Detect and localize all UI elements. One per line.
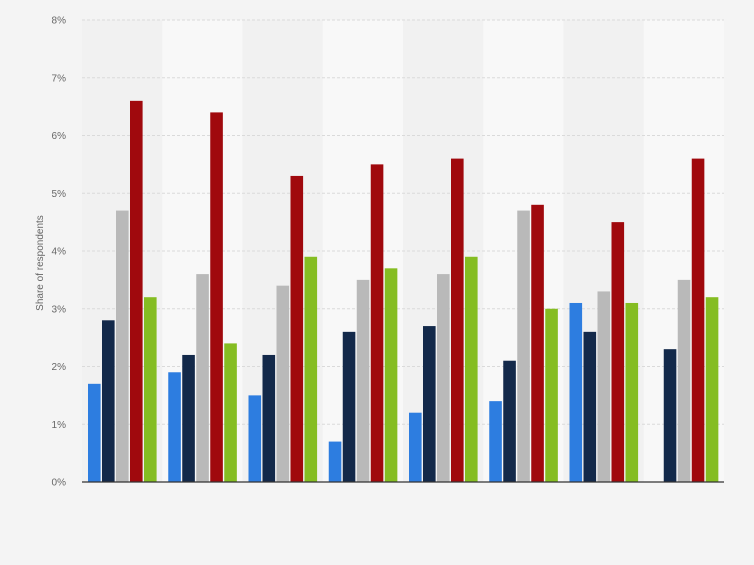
bar[interactable] (144, 297, 157, 482)
bar[interactable] (489, 401, 502, 482)
bar[interactable] (290, 175, 304, 483)
bar[interactable] (88, 383, 101, 482)
bar[interactable] (248, 395, 262, 482)
y-tick-label: 0% (52, 478, 67, 489)
bar[interactable] (168, 372, 181, 482)
y-tick-label: 6% (52, 131, 67, 142)
bar[interactable] (384, 268, 398, 482)
bar[interactable] (224, 343, 237, 482)
bar[interactable] (356, 279, 370, 482)
bar[interactable] (304, 256, 318, 482)
bar[interactable] (663, 349, 677, 482)
bar[interactable] (116, 210, 129, 482)
y-tick-label: 8% (52, 16, 67, 27)
bar[interactable] (677, 279, 691, 482)
y-tick-label: 7% (52, 73, 67, 84)
bar[interactable] (276, 285, 290, 482)
bar[interactable] (597, 291, 611, 482)
y-tick-label: 4% (52, 247, 67, 258)
bar[interactable] (342, 331, 356, 482)
bar[interactable] (569, 302, 583, 482)
bar[interactable] (517, 210, 530, 482)
bar[interactable] (437, 274, 450, 482)
y-tick-label: 2% (52, 362, 67, 373)
bar[interactable] (545, 308, 558, 482)
bar[interactable] (503, 360, 516, 482)
bar[interactable] (196, 274, 209, 482)
bar[interactable] (611, 222, 625, 482)
bar[interactable] (262, 354, 276, 482)
bar[interactable] (625, 302, 639, 482)
bars (88, 100, 719, 483)
bar[interactable] (465, 256, 478, 482)
bar[interactable] (210, 112, 223, 483)
bar[interactable] (423, 326, 436, 482)
bar[interactable] (182, 354, 195, 482)
bar[interactable] (370, 164, 384, 482)
bar[interactable] (451, 158, 464, 482)
bar[interactable] (583, 331, 597, 482)
bar[interactable] (130, 100, 143, 482)
y-tick-label: 5% (52, 189, 67, 200)
bar[interactable] (531, 204, 544, 483)
bar[interactable] (409, 412, 422, 482)
y-axis-tick-labels: 0% 1% 2% 3% 4% 5% 6% 7% 8% (52, 16, 67, 489)
y-axis-label: Share of respondents (35, 215, 46, 311)
bar[interactable] (328, 441, 342, 482)
bar[interactable] (691, 158, 705, 482)
bar[interactable] (102, 320, 115, 482)
bar[interactable] (705, 297, 719, 482)
y-tick-label: 1% (52, 420, 67, 431)
y-tick-label: 3% (52, 304, 67, 315)
